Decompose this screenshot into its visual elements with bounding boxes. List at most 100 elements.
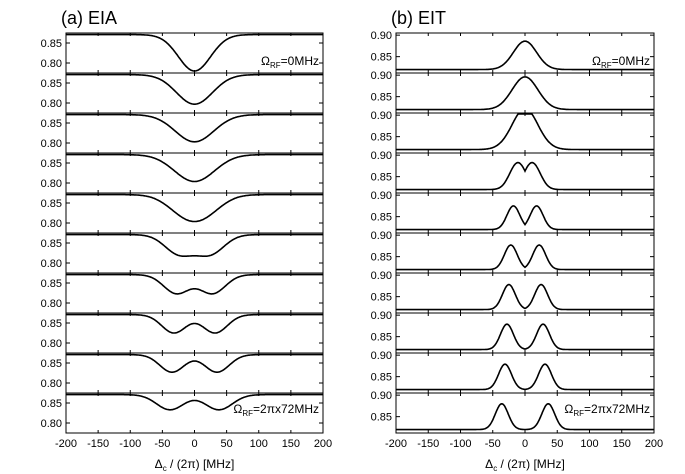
annotation-suffix: =2πx72MHz bbox=[584, 402, 650, 416]
subplot-8: 0.80 0.85 bbox=[41, 312, 324, 354]
x-tick-label: 100 bbox=[580, 438, 598, 450]
subplot-frame bbox=[395, 312, 655, 354]
y-tick-label: 0.90 bbox=[371, 310, 392, 322]
subplot-frame bbox=[65, 272, 324, 314]
subplot-5: 0.80 0.85 bbox=[41, 192, 324, 234]
x-label-prefix: Δ bbox=[485, 457, 493, 471]
subplot-7: 0.80 0.85 bbox=[41, 272, 324, 314]
y-tick-label: 0.80 bbox=[41, 378, 62, 390]
y-tick-label: 0.80 bbox=[41, 98, 62, 110]
x-tick-label: 200 bbox=[314, 438, 332, 450]
y-tick-label: 0.85 bbox=[41, 398, 62, 410]
subplot-7: 0.85 0.90 bbox=[371, 270, 655, 314]
y-tick-label: 0.85 bbox=[41, 318, 62, 330]
y-tick-label: 0.85 bbox=[371, 212, 392, 224]
x-tick-label: 50 bbox=[221, 438, 233, 450]
y-tick-label: 0.90 bbox=[371, 350, 392, 362]
y-tick-label: 0.85 bbox=[41, 358, 62, 370]
subplot-10: 0.85 0.90 bbox=[371, 390, 655, 434]
y-tick-label: 0.90 bbox=[371, 230, 392, 242]
series-line-2 bbox=[396, 76, 654, 111]
subplot-6: 0.85 0.90 bbox=[371, 230, 655, 274]
y-tick-label: 0.80 bbox=[41, 178, 62, 190]
annotation-suffix: =0MHz bbox=[612, 54, 650, 68]
x-tick-label: 100 bbox=[250, 438, 268, 450]
series-line-7 bbox=[396, 283, 654, 311]
y-tick-label: 0.85 bbox=[371, 92, 392, 104]
series-line-8 bbox=[66, 313, 323, 334]
subplot-frame bbox=[395, 352, 655, 394]
y-tick-label: 0.90 bbox=[371, 270, 392, 282]
x-label-suffix: / (2π) [MHz] bbox=[167, 457, 235, 471]
x-tick-label: -100 bbox=[449, 438, 471, 450]
x-label-prefix: Δ bbox=[155, 457, 163, 471]
series-line-6 bbox=[66, 233, 323, 257]
series-line-3 bbox=[396, 113, 654, 151]
x-label-subscript: c bbox=[493, 464, 497, 473]
subplot-frame bbox=[65, 232, 324, 274]
series-line-3 bbox=[66, 113, 323, 143]
y-tick-label: 0.90 bbox=[371, 30, 392, 42]
y-tick-label: 0.90 bbox=[371, 190, 392, 202]
y-tick-label: 0.80 bbox=[41, 418, 62, 430]
subplot-frame bbox=[65, 192, 324, 234]
annotation-subscript: RF bbox=[242, 409, 253, 418]
x-label-suffix: / (2π) [MHz] bbox=[497, 457, 565, 471]
annotation-prefix: Ω bbox=[564, 402, 573, 416]
y-tick-label: 0.85 bbox=[41, 278, 62, 290]
series-line-9 bbox=[396, 363, 654, 391]
series-line-10 bbox=[66, 393, 323, 411]
x-axis-label: Δc / (2π) [MHz] bbox=[155, 457, 235, 473]
subplot-1: 0.85 0.90 bbox=[371, 30, 655, 74]
y-tick-label: 0.85 bbox=[41, 78, 62, 90]
y-tick-label: 0.90 bbox=[371, 390, 392, 402]
y-tick-label: 0.85 bbox=[371, 52, 392, 64]
annotation-bottom: ΩRF=2πx72MHz bbox=[564, 402, 650, 418]
annotation-subscript: RF bbox=[573, 409, 584, 418]
subplot-3: 0.85 0.90 bbox=[371, 110, 655, 154]
y-tick-label: 0.85 bbox=[371, 172, 392, 184]
x-tick-label: 0 bbox=[522, 438, 528, 450]
series-line-5 bbox=[396, 205, 654, 231]
y-tick-label: 0.85 bbox=[41, 238, 62, 250]
series-line-1 bbox=[396, 40, 654, 71]
y-tick-label: 0.85 bbox=[41, 118, 62, 130]
annotation-subscript: RF bbox=[601, 61, 612, 70]
y-tick-label: 0.80 bbox=[41, 138, 62, 150]
panel-eit: (b) EIT0.850.900.850.900.850.900.850.900… bbox=[371, 8, 664, 473]
x-tick-label: 150 bbox=[282, 438, 300, 450]
x-label-subscript: c bbox=[163, 464, 167, 473]
y-tick-label: 0.80 bbox=[41, 338, 62, 350]
panel-title: (a) EIA bbox=[61, 8, 117, 28]
y-tick-label: 0.85 bbox=[41, 158, 62, 170]
y-tick-label: 0.85 bbox=[371, 252, 392, 264]
annotation-bottom: ΩRF=2πx72MHz bbox=[233, 402, 319, 418]
subplot-4: 0.85 0.90 bbox=[371, 150, 655, 194]
annotation-suffix: =0MHz bbox=[281, 54, 319, 68]
subplot-8: 0.85 0.90 bbox=[371, 310, 655, 354]
subplot-frame bbox=[395, 112, 655, 154]
annotation-prefix: Ω bbox=[233, 402, 242, 416]
subplot-3: 0.80 0.85 bbox=[41, 112, 324, 154]
x-tick-label: 150 bbox=[613, 438, 631, 450]
series-line-10 bbox=[396, 402, 654, 431]
series-line-8 bbox=[396, 323, 654, 351]
y-tick-label: 0.80 bbox=[41, 218, 62, 230]
subplot-9: 0.80 0.85 bbox=[41, 352, 324, 394]
subplot-6: 0.80 0.85 bbox=[41, 232, 324, 274]
subplot-frame bbox=[395, 72, 655, 114]
subplot-frame bbox=[65, 112, 324, 154]
subplot-10: 0.80 0.85 bbox=[41, 392, 324, 434]
subplot-frame bbox=[65, 72, 324, 114]
y-tick-label: 0.85 bbox=[41, 38, 62, 50]
panel-eia: (a) EIA 0.80 0.85 0.80 0.85 0.80 0.85 0.80 0.85 0… bbox=[41, 8, 333, 473]
x-axis-label: Δc / (2π) [MHz] bbox=[485, 457, 565, 473]
x-tick-label: 50 bbox=[551, 438, 563, 450]
x-tick-label: -200 bbox=[385, 438, 407, 450]
subplot-frame bbox=[65, 352, 324, 394]
y-tick-label: 0.85 bbox=[371, 372, 392, 384]
subplot-frame bbox=[395, 192, 655, 234]
subplot-9: 0.85 0.90 bbox=[371, 350, 655, 394]
series-line-4 bbox=[66, 153, 323, 183]
x-tick-label: 0 bbox=[191, 438, 197, 450]
